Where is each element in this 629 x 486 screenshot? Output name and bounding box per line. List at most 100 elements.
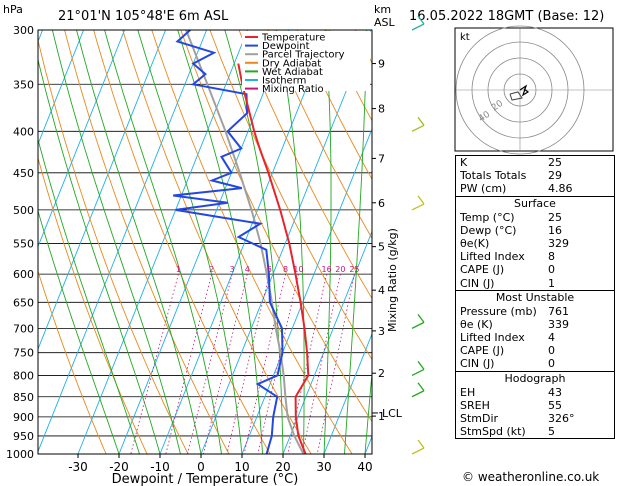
x-tick-label: 40 [357, 460, 372, 474]
stat-row: Pressure (mb) 761 [456, 305, 614, 318]
hodograph-table-title: Hodograph [456, 370, 614, 386]
isotherm-line [200, 30, 372, 454]
stat-row: StmDir 326° [456, 412, 614, 425]
mixing-ratio-line [165, 273, 212, 454]
stat-row: SREH 55 [456, 399, 614, 412]
legend-box [242, 31, 370, 91]
wet-adiabat-line [38, 209, 120, 454]
stat-value: 55 [548, 398, 562, 412]
indices-panel: K 25 Totals Totals 29 PW (cm) 4.86 Surface Te… [455, 155, 615, 440]
dry-adiabat-line [151, 30, 353, 454]
wind-barb [411, 23, 425, 31]
pressure-tick-label: 650 [13, 296, 34, 309]
mixing-ratio-label: 4 [245, 265, 250, 274]
surface-title: Surface [456, 195, 614, 211]
wet-adiabat-line [364, 368, 372, 454]
legend-entry: Dewpoint [262, 41, 310, 52]
dry-adiabat-line [122, 30, 312, 454]
hodograph-unit: kt [460, 32, 470, 43]
isotherm-line [38, 30, 167, 351]
stat-row: Dewp (°C) 16 [456, 224, 614, 237]
stat-label: CIN (J) [460, 276, 495, 290]
dry-adiabat-line [617, 30, 629, 454]
stat-value: 25 [548, 156, 562, 169]
wet-adiabat-line [323, 30, 332, 454]
stat-label: θe(K) [460, 236, 490, 250]
height-tick-label: 8 [378, 103, 385, 116]
stat-row: CIN (J) 1 [456, 277, 614, 290]
wet-adiabat-line [51, 30, 181, 454]
wind-barb [417, 382, 425, 392]
stat-row: PW (cm) 4.86 [456, 182, 614, 195]
x-tick-label: -10 [150, 460, 170, 474]
wind-barb [411, 447, 425, 455]
mixing-ratio-label: 2 [209, 265, 214, 274]
stat-label: PW (cm) [460, 182, 507, 196]
isotherm-line [118, 30, 290, 454]
x-tick-label: 10 [234, 460, 249, 474]
mixing-ratio-label: 25 [349, 265, 359, 274]
wind-barb [417, 439, 425, 449]
mixing-ratio-label: 3 [230, 265, 235, 274]
stat-label: Pressure (mb) [460, 304, 537, 318]
isotherm-line [38, 30, 208, 453]
height-tick-label: 4 [378, 284, 385, 297]
mixing-ratio-label: 20 [335, 265, 345, 274]
height-tick-label: 3 [378, 325, 385, 338]
stat-row: CAPE (J) 0 [456, 263, 614, 276]
stat-value: 29 [548, 169, 562, 183]
stat-label: StmDir [460, 412, 499, 425]
height-tick-label: 2 [378, 367, 385, 380]
plot-frame [37, 29, 373, 455]
pressure-tick-label: 600 [13, 268, 34, 281]
stat-value: 5 [548, 425, 555, 439]
stat-value: 0 [548, 357, 555, 371]
x-tick-label: 30 [316, 460, 331, 474]
stat-label: Lifted Index [460, 250, 525, 264]
stat-value: 326° [548, 412, 575, 425]
dry-adiabat-line [93, 30, 271, 454]
wind-barb [411, 321, 425, 329]
pressure-tick-label: 300 [13, 24, 34, 37]
dry-adiabat-line [296, 30, 372, 180]
wet-adiabat-line [344, 30, 368, 454]
legend-entry: Mixing Ratio [262, 84, 324, 95]
stat-label: StmSpd (kt) [460, 425, 526, 439]
pressure-tick-label: 700 [13, 322, 34, 335]
stat-value: 761 [548, 304, 569, 318]
stat-row: EH 43 [456, 386, 614, 399]
wet-adiabat-line [76, 30, 202, 454]
pressure-tick-label: 450 [13, 167, 34, 180]
pressure-tick-label: 750 [13, 347, 34, 360]
height-tick-label: 5 [378, 241, 385, 254]
stat-value: 8 [548, 250, 555, 264]
pressure-tick-label: 900 [13, 411, 34, 424]
isotherm-line [241, 127, 372, 454]
wet-adiabat-line [38, 137, 140, 454]
isotherm-line [323, 332, 372, 454]
x-tick-label: 0 [197, 460, 205, 474]
stat-value: 329 [548, 236, 569, 250]
legend-entry: Isotherm [262, 76, 306, 87]
height-tick-label: 9 [378, 58, 385, 71]
mixing-ratio-line [257, 274, 299, 454]
stat-row: θe(K) 329 [456, 237, 614, 250]
isotherm-line [77, 30, 249, 454]
wind-barbs [411, 15, 425, 455]
hodograph-frame [454, 27, 614, 152]
stat-label: Dewp (°C) [460, 223, 517, 237]
mixing-ratio-line [203, 273, 248, 454]
x-tick-label: -20 [109, 460, 129, 474]
height-tick-label: 6 [378, 197, 385, 210]
stat-row: K 25 [456, 156, 614, 169]
stat-label: K [460, 156, 468, 169]
wind-barb [411, 368, 425, 376]
parcel-trajectory-line [185, 30, 305, 454]
wet-adiabat-line [38, 57, 161, 454]
dry-adiabat-line [238, 30, 372, 300]
most-unstable-title: Most Unstable [456, 289, 614, 305]
x-tick-label: -30 [68, 460, 88, 474]
stat-label: Temp (°C) [460, 210, 515, 224]
wet-adiabat-line [224, 30, 284, 454]
